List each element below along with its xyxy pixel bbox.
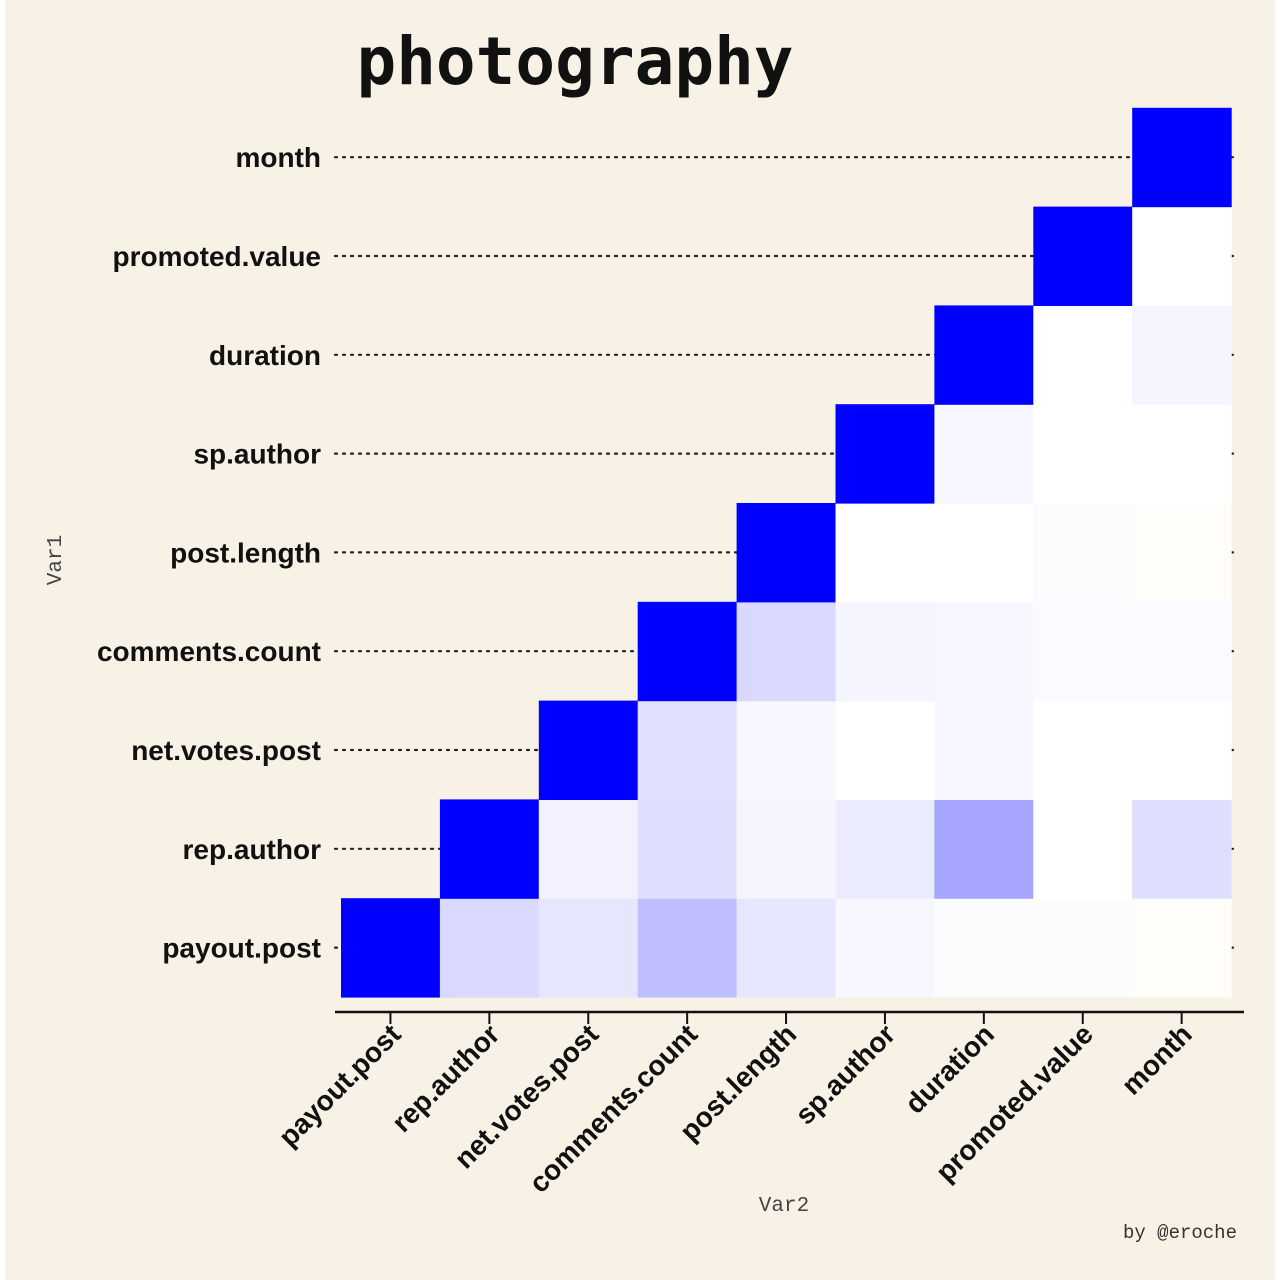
y-tick-label-post.length: post.length	[170, 537, 321, 568]
cell-net.votes.post-promoted.value	[1033, 700, 1133, 800]
cell-promoted.value-month	[1132, 206, 1232, 306]
cell-net.votes.post-duration	[934, 700, 1034, 800]
cell-month-month	[1132, 107, 1232, 208]
chart-background: photography payout.post rep.author net.vot…	[5, 0, 1275, 1280]
cell-rep.author-sp.author	[835, 799, 935, 899]
y-tick-label-payout.post: payout.post	[162, 933, 321, 964]
cell-net.votes.post-net.votes.post	[538, 700, 639, 800]
cell-rep.author-comments.count	[637, 799, 738, 899]
cell-net.votes.post-sp.author	[835, 700, 935, 800]
cell-comments.count-duration	[934, 601, 1034, 702]
y-axis-title: Var1	[45, 535, 68, 585]
cell-payout.post-comments.count	[637, 898, 738, 998]
x-tick-label-sp.author: sp.author	[789, 1018, 901, 1130]
x-axis-title: Var2	[759, 1195, 809, 1218]
cell-duration-promoted.value	[1033, 305, 1133, 405]
cell-net.votes.post-post.length	[736, 700, 837, 800]
cell-sp.author-sp.author	[835, 404, 935, 504]
cell-payout.post-month	[1132, 898, 1232, 998]
cell-payout.post-net.votes.post	[538, 898, 639, 998]
x-tick-label-comments.count: comments.count	[523, 1018, 703, 1198]
cell-post.length-duration	[934, 503, 1034, 603]
x-axis: payout.postrep.authornet.votes.postcomme…	[273, 1010, 1244, 1199]
cell-rep.author-month	[1132, 799, 1232, 899]
cell-payout.post-duration	[934, 898, 1034, 998]
cell-sp.author-duration	[934, 404, 1034, 504]
cell-payout.post-sp.author	[835, 898, 935, 998]
cell-rep.author-net.votes.post	[538, 799, 639, 899]
cell-duration-month	[1132, 305, 1232, 405]
heatmap-cells	[341, 107, 1232, 998]
y-tick-label-rep.author: rep.author	[183, 834, 322, 865]
correlation-heatmap: photography payout.post rep.author net.vot…	[45, 23, 1244, 1244]
y-tick-label-comments.count: comments.count	[97, 636, 321, 667]
cell-rep.author-rep.author	[439, 799, 540, 899]
cell-sp.author-month	[1132, 404, 1232, 504]
cell-rep.author-post.length	[736, 799, 837, 899]
y-tick-label-promoted.value: promoted.value	[113, 241, 321, 272]
cell-payout.post-payout.post	[341, 898, 441, 998]
cell-promoted.value-promoted.value	[1033, 206, 1133, 306]
x-tick-label-payout.post: payout.post	[273, 1018, 407, 1152]
cell-post.length-sp.author	[835, 503, 935, 603]
cell-rep.author-promoted.value	[1033, 799, 1133, 899]
cell-post.length-promoted.value	[1033, 503, 1133, 603]
cell-net.votes.post-month	[1132, 700, 1232, 800]
cell-comments.count-post.length	[736, 601, 837, 702]
cell-sp.author-promoted.value	[1033, 404, 1133, 504]
x-tick-label-month: month	[1115, 1018, 1197, 1100]
cell-comments.count-comments.count	[637, 601, 738, 702]
y-tick-label-sp.author: sp.author	[193, 439, 321, 470]
y-tick-label-month: month	[235, 142, 321, 173]
chart-caption: by @eroche	[1123, 1222, 1237, 1244]
cell-payout.post-rep.author	[439, 898, 540, 998]
y-axis-tick-labels: payout.post rep.author net.votes.post comme…	[97, 142, 321, 963]
cell-rep.author-duration	[934, 799, 1034, 899]
cell-comments.count-sp.author	[835, 601, 935, 702]
y-tick-label-duration: duration	[209, 340, 321, 371]
y-tick-label-net.votes.post: net.votes.post	[131, 735, 321, 766]
cell-post.length-post.length	[736, 503, 837, 603]
cell-duration-duration	[934, 305, 1034, 405]
chart-title: photography	[356, 23, 793, 100]
cell-comments.count-month	[1132, 601, 1232, 702]
cell-comments.count-promoted.value	[1033, 601, 1133, 702]
cell-payout.post-post.length	[736, 898, 837, 998]
x-tick-label-duration: duration	[899, 1018, 1000, 1119]
cell-post.length-month	[1132, 503, 1232, 603]
cell-net.votes.post-comments.count	[637, 700, 738, 800]
cell-payout.post-promoted.value	[1033, 898, 1133, 998]
